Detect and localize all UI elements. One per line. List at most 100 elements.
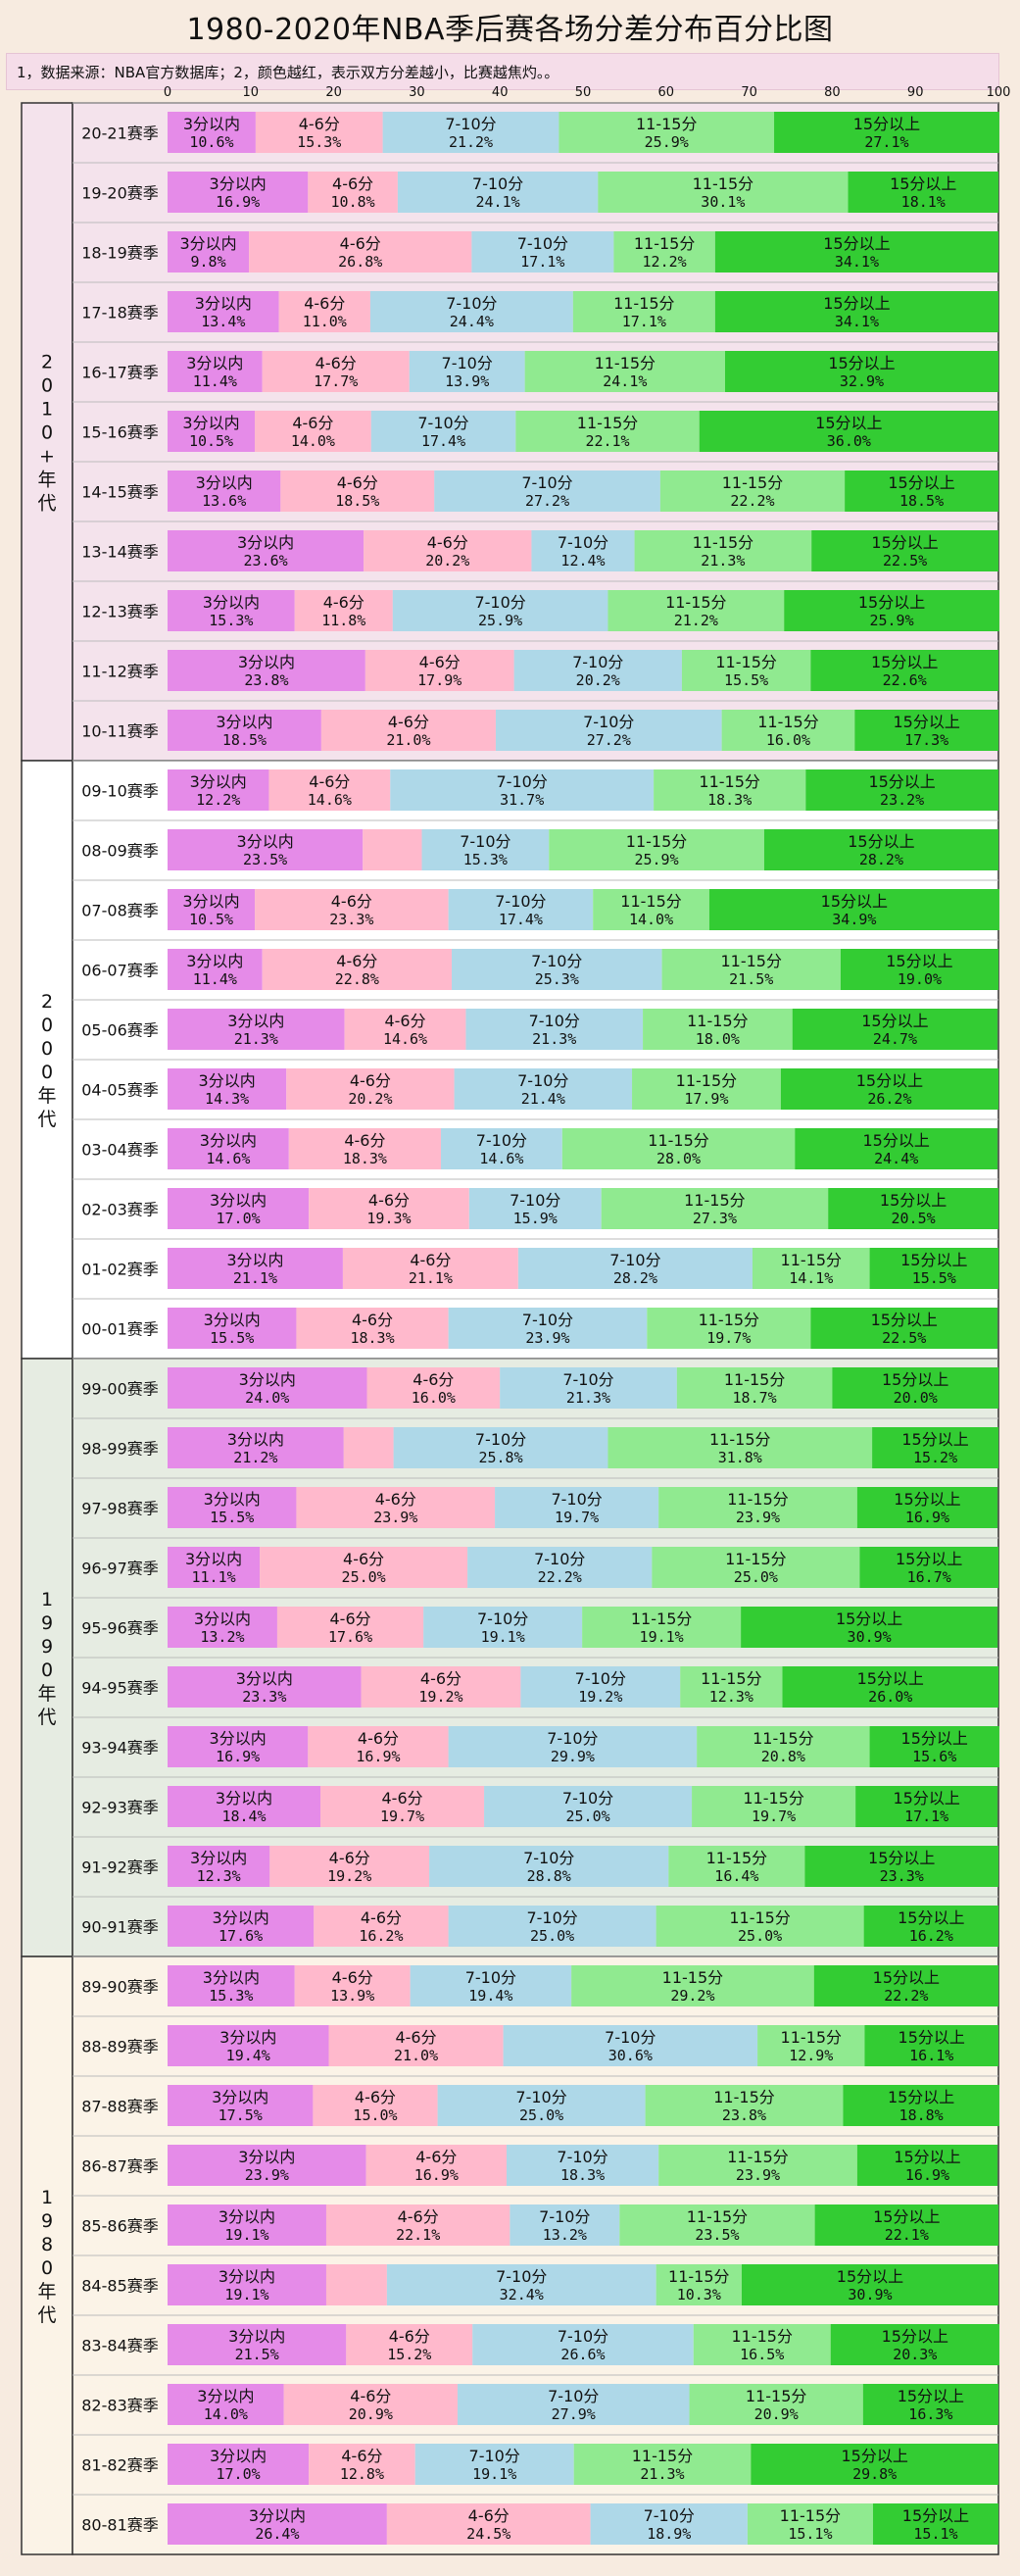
season-label: 89-90赛季 <box>81 1978 159 1997</box>
segment-category-label: 15分以上 <box>880 1191 947 1210</box>
decade-label-char: 0 <box>41 1015 53 1036</box>
segment-category-label: 15分以上 <box>893 1789 959 1808</box>
segment-value-label: 17.9% <box>684 1090 728 1108</box>
segment-value-label: 20.3% <box>893 2346 937 2363</box>
bar-segment <box>689 2384 863 2425</box>
season-label: 81-82赛季 <box>81 2456 159 2475</box>
bar-segment <box>658 1487 857 1528</box>
segment-category-label: 11-15分 <box>699 1311 760 1329</box>
segment-category-label: 3分以内 <box>203 593 260 612</box>
bar-segment <box>440 1128 562 1169</box>
segment-category-label: 7-10分 <box>609 1251 660 1269</box>
season-label: 19-20赛季 <box>81 184 159 203</box>
segment-category-label: 15分以上 <box>886 952 952 970</box>
segment-category-label: 15分以上 <box>837 2267 903 2286</box>
segment-value-label: 21.3% <box>566 1389 610 1407</box>
segment-category-label: 3分以内 <box>249 2506 306 2525</box>
segment-value-label: 22.2% <box>730 492 774 510</box>
segment-value-label: 12.4% <box>560 552 605 570</box>
bar-segment <box>856 2145 998 2186</box>
segment-category-label: 4-6分 <box>415 2148 457 2166</box>
bar-segment <box>654 769 806 811</box>
segment-value-label: 12.8% <box>340 2465 384 2483</box>
decade-label-char: 0 <box>41 375 53 397</box>
segment-value-label: 23.5% <box>695 2226 739 2244</box>
season-label: 09-10赛季 <box>81 782 159 801</box>
segment-category-label: 15分以上 <box>868 1849 935 1867</box>
bar-segment <box>468 1188 602 1229</box>
bar-segment <box>386 2264 656 2305</box>
bar-segment <box>467 1547 653 1588</box>
bar-segment <box>517 1248 753 1289</box>
bar-segment <box>774 112 999 153</box>
bar-segment <box>249 231 472 272</box>
bar-segment <box>510 2204 620 2246</box>
segment-category-label: 3分以内 <box>238 2148 295 2166</box>
segment-value-label: 13.9% <box>330 1987 374 2005</box>
bar-segment <box>168 1188 310 1229</box>
bar-segment <box>168 112 256 153</box>
segment-category-label: 3分以内 <box>204 1311 261 1329</box>
segment-category-label: 15分以上 <box>890 174 956 193</box>
season-label: 87-88赛季 <box>81 2098 159 2116</box>
segment-value-label: 34.9% <box>832 911 876 928</box>
segment-category-label: 7-10分 <box>562 1789 613 1808</box>
segment-category-label: 3分以内 <box>216 1789 272 1808</box>
segment-category-label: 3分以内 <box>204 1490 261 1509</box>
segment-category-label: 15分以上 <box>894 2148 960 2166</box>
segment-category-label: 15分以上 <box>823 234 890 253</box>
segment-value-label: 22.5% <box>883 552 927 570</box>
bar-segment <box>168 1607 277 1648</box>
bar-segment <box>448 889 594 930</box>
bar-segment <box>386 2503 591 2545</box>
bar-segment <box>593 889 709 930</box>
segment-category-label: 3分以内 <box>179 234 236 253</box>
decade-label-char: 9 <box>41 2210 53 2232</box>
segment-category-label: 7-10分 <box>547 1729 598 1748</box>
segment-category-label: 3分以内 <box>185 1550 242 1568</box>
segment-value-label: 22.2% <box>538 1568 582 1586</box>
bar-segment <box>382 112 559 153</box>
segment-value-label: 36.0% <box>827 432 871 450</box>
bar-segment <box>500 1367 677 1409</box>
bar-segment <box>782 1666 998 1708</box>
segment-value-label: 13.9% <box>445 372 489 390</box>
segment-value-label: 27.2% <box>525 492 569 510</box>
segment-value-label: 17.1% <box>904 1808 948 1825</box>
bar-segment <box>524 351 726 392</box>
decade-label-char: 代 <box>37 1707 56 1728</box>
segment-value-label: 24.4% <box>874 1150 918 1167</box>
segment-category-label: 11-15分 <box>632 2447 694 2465</box>
bar-segment <box>364 530 532 571</box>
segment-category-label: 4-6分 <box>420 1669 461 1688</box>
segment-category-label: 3分以内 <box>227 1012 284 1030</box>
segment-value-label: 29.2% <box>670 1987 714 2005</box>
bar-segment <box>343 1427 394 1468</box>
bar-segment <box>805 769 998 811</box>
segment-value-label: 23.8% <box>722 2106 766 2124</box>
segment-category-label: 11-15分 <box>648 1131 709 1150</box>
season-label: 15-16赛季 <box>81 423 159 442</box>
segment-category-label: 11-15分 <box>713 2088 775 2106</box>
segment-category-label: 7-10分 <box>526 1908 577 1927</box>
bar-segment <box>168 1965 295 2006</box>
segment-value-label: 15.5% <box>210 1509 254 1526</box>
bar-segment <box>168 710 321 751</box>
segment-value-label: 18.5% <box>335 492 379 510</box>
bar-segment <box>168 411 256 452</box>
bar-segment <box>634 530 812 571</box>
segment-value-label: 18.1% <box>901 193 946 211</box>
bar-segment <box>168 590 295 631</box>
x-tick-label: 60 <box>658 85 675 100</box>
x-tick-label: 80 <box>824 85 841 100</box>
segment-value-label: 19.4% <box>226 2047 270 2064</box>
segment-value-label: 15.5% <box>912 1269 956 1287</box>
season-label: 96-97赛季 <box>81 1560 159 1578</box>
bar-segment <box>859 1547 998 1588</box>
segment-category-label: 11-15分 <box>706 1849 768 1867</box>
bar-segment <box>168 2444 310 2485</box>
bar-segment <box>472 2324 694 2365</box>
segment-value-label: 19.1% <box>481 1628 525 1646</box>
segment-category-label: 4-6分 <box>368 1191 410 1210</box>
segment-category-label: 4-6分 <box>398 2207 439 2226</box>
